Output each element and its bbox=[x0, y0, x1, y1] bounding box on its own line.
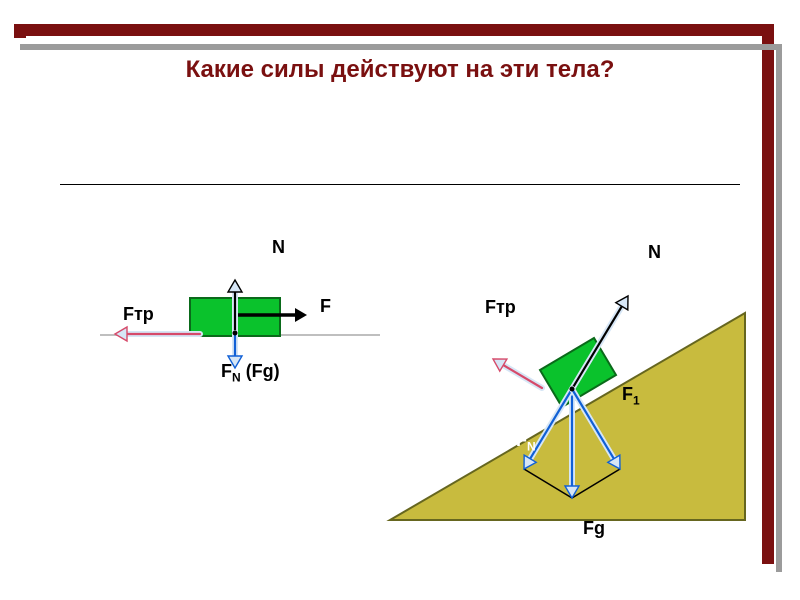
diagram-right bbox=[0, 0, 800, 600]
